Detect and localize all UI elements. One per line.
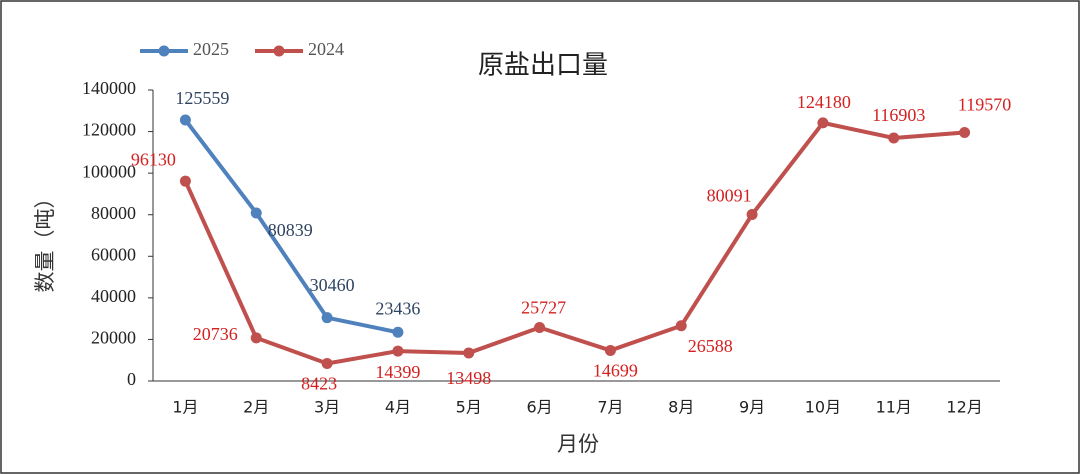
data-label: 80839 [268, 220, 313, 240]
y-tick-label: 120000 [82, 120, 136, 140]
data-label: 23436 [375, 298, 420, 318]
x-tick-label: 9月 [739, 398, 765, 417]
y-tick-label: 140000 [82, 78, 136, 98]
x-tick-label: 8月 [668, 398, 694, 417]
point [250, 207, 262, 219]
point [675, 320, 687, 332]
point [179, 114, 191, 126]
x-tick-label: 11月 [876, 398, 912, 417]
y-tick-label: 40000 [91, 286, 136, 306]
data-label: 30460 [310, 275, 355, 295]
data-label: 124180 [797, 92, 851, 112]
data-label: 20736 [193, 324, 238, 344]
point [321, 357, 333, 369]
y-tick-label: 80000 [91, 203, 136, 223]
point [534, 322, 546, 334]
chart-title: 原盐出口量 [478, 51, 608, 81]
point [746, 209, 758, 221]
data-label: 80091 [707, 186, 752, 206]
legend-marker [158, 45, 170, 57]
x-tick-label: 5月 [456, 398, 482, 417]
point [817, 117, 829, 129]
point [179, 175, 191, 187]
data-label: 119570 [958, 95, 1011, 115]
x-tick-label: 4月 [385, 398, 411, 417]
x-tick-label: 10月 [805, 398, 841, 417]
x-tick-label: 2月 [243, 398, 269, 417]
legend-marker [273, 45, 285, 57]
series-line [183, 120, 965, 366]
data-label: 14399 [375, 362, 420, 382]
point [888, 132, 900, 144]
data-label: 13498 [446, 368, 491, 388]
x-tick-label: 7月 [597, 398, 623, 417]
data-label: 25727 [521, 298, 566, 318]
point [604, 344, 616, 356]
x-tick-label: 3月 [314, 398, 340, 417]
point [321, 312, 333, 324]
point [463, 347, 475, 359]
data-label: 96130 [131, 149, 176, 169]
y-tick-label: 20000 [91, 328, 136, 348]
data-label: 116903 [872, 105, 925, 125]
x-tick-label: 6月 [526, 398, 552, 417]
data-label: 14699 [593, 361, 638, 381]
data-label: 8423 [301, 374, 337, 394]
x-tick-label: 12月 [946, 398, 982, 417]
y-axis-title: 数量（吨） [33, 188, 57, 293]
point [959, 126, 971, 138]
y-tick-label: 60000 [91, 244, 136, 264]
legend-label: 2024 [308, 39, 344, 59]
point [392, 326, 404, 338]
y-tick-label: 0 [127, 369, 136, 389]
x-tick-label: 1月 [172, 398, 198, 417]
x-axis-title: 月份 [557, 432, 599, 456]
data-label: 125559 [175, 88, 229, 108]
data-label: 26588 [688, 336, 733, 356]
legend-label: 2025 [193, 39, 229, 59]
point [392, 345, 404, 357]
y-tick-label: 100000 [82, 161, 136, 181]
point [250, 332, 262, 344]
series-line [183, 118, 399, 335]
